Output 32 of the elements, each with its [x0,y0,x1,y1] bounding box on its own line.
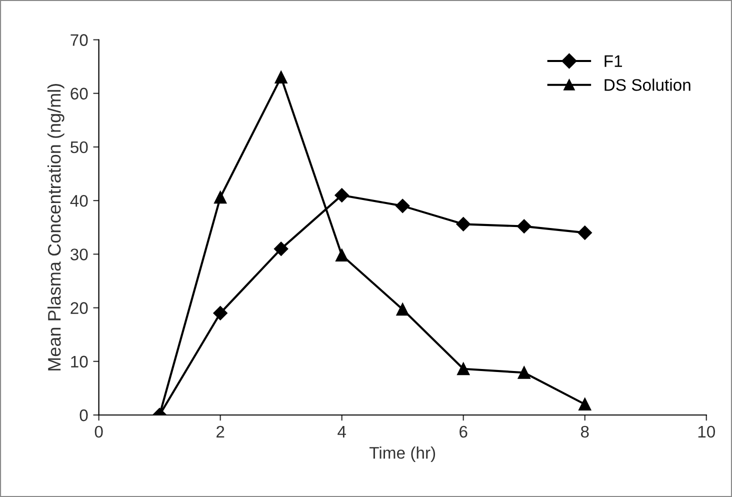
point [517,219,532,234]
point [274,242,288,256]
legend-label: DS Solution [604,78,690,91]
x-tick-label: 8 [580,426,589,438]
x-tick-label: 6 [460,426,468,438]
point [213,306,228,320]
point [396,303,409,316]
point [334,188,349,202]
point [336,249,348,262]
y-tick-label: 30 [70,248,88,260]
y-tick-label: 50 [70,141,88,154]
y-tick-label: 10 [71,356,88,368]
point [457,362,470,376]
y-axis-title: Mean Plasma Concentration (ng/ml) [47,84,64,370]
point [214,191,227,204]
y-tick-label: 70 [70,34,88,46]
y-tick-label: 40 [70,194,88,207]
x-tick-label: 10 [698,426,715,438]
y-tick-label: 0 [80,409,88,422]
point [396,198,410,214]
legend-label: F1 [604,55,622,67]
y-tick-label: 60 [70,88,88,100]
point [578,226,592,240]
x-tick-label: 2 [216,426,224,438]
point [518,366,530,379]
point [578,398,592,411]
x-axis-title: Time (hr) [369,446,436,462]
point [456,217,470,232]
x-tick-label: 0 [94,426,103,438]
x-tick-label: 4 [338,426,346,438]
point [274,71,288,84]
y-tick-label: 20 [70,302,88,314]
